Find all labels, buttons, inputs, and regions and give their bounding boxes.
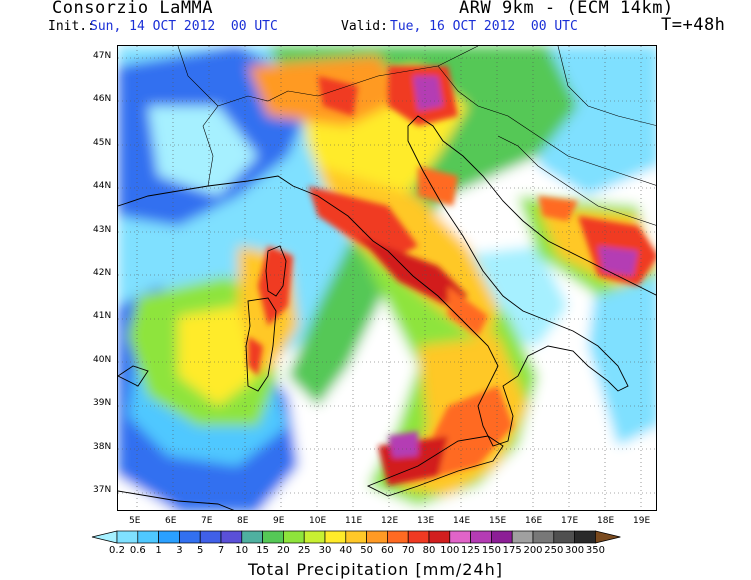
lon-label: 16E: [525, 516, 543, 526]
colorbar-level-label: 250: [544, 545, 564, 556]
lat-label: 47N: [93, 51, 112, 61]
colorbar-level-label: 100: [440, 545, 460, 556]
colorbar-level-label: 40: [339, 545, 353, 556]
colorbar-level-label: 15: [256, 545, 269, 556]
colorbar-level-label: 20: [277, 545, 290, 556]
valid-value: Tue, 16 OCT 2012 00 UTC: [390, 19, 578, 34]
precipitation-field: [118, 46, 656, 510]
colorbar-level-label: 7: [217, 545, 225, 556]
colorbar-level-label: 80: [422, 545, 436, 556]
colorbar-swatch: [220, 530, 243, 544]
model-title: ARW 9km - (ECM 14km): [459, 0, 674, 18]
colorbar: [91, 530, 621, 544]
lon-label: 19E: [633, 516, 651, 526]
colorbar-level-label: 0.6: [129, 545, 146, 556]
colorbar-level-label: 175: [502, 545, 522, 556]
colorbar-level-label: 50: [360, 545, 373, 556]
colorbar-swatch: [303, 530, 326, 544]
lat-label: 41N: [93, 311, 112, 322]
colorbar-swatch: [574, 530, 596, 544]
colorbar-level-label: 30: [318, 545, 332, 556]
lat-label: 38N: [93, 441, 112, 452]
colorbar-level-label: 0.2: [109, 545, 125, 556]
colorbar-swatch: [345, 530, 367, 544]
border-shape: [177, 46, 656, 226]
grid-lines: [118, 46, 656, 510]
lat-label: 42N: [93, 268, 112, 278]
colorbar-swatch: [532, 530, 555, 544]
init-label: Init.:: [48, 19, 95, 34]
colorbar-swatch: [324, 530, 347, 544]
colorbar-swatch: [553, 530, 575, 544]
colorbar-level-label: 350: [585, 545, 605, 556]
lat-label: 44N: [93, 181, 112, 192]
lon-label: 17E: [561, 516, 579, 526]
coastline-shape: [118, 115, 656, 510]
lat-label: 45N: [93, 137, 112, 148]
colorbar-swatch: [179, 530, 201, 544]
colorbar-swatch: [428, 530, 451, 544]
colorbar-level-label: 1: [155, 545, 162, 556]
colorbar-level-label: 125: [461, 545, 481, 556]
lon-label: 10E: [309, 516, 327, 526]
lead-time: T=+48h: [661, 15, 726, 35]
colorbar-swatch: [262, 530, 284, 544]
lat-label: 43N: [93, 224, 112, 235]
lon-label: 18E: [597, 516, 615, 526]
colorbar-level-label: 10: [235, 545, 249, 556]
colorbar-swatch: [366, 530, 388, 544]
lat-label: 40N: [93, 354, 112, 365]
colorbar-swatch: [449, 530, 471, 544]
colorbar-level-label: 70: [401, 545, 415, 556]
colorbar-swatch: [470, 530, 492, 544]
colorbar-level-label: 60: [381, 545, 394, 556]
lon-label: 5E: [129, 516, 141, 526]
colorbar-swatch: [387, 530, 409, 544]
colorbar-arrow-high: [595, 530, 621, 544]
colorbar-level-label: 3: [176, 545, 183, 556]
colorbar-swatch: [158, 530, 180, 544]
source-title: Consorzio LaMMA: [52, 0, 214, 18]
lon-label: 11E: [345, 516, 363, 526]
colorbar-level-label: 200: [523, 545, 543, 556]
lon-label: 12E: [381, 516, 399, 526]
lon-label: 14E: [453, 516, 471, 526]
precipitation-map[interactable]: [117, 45, 657, 511]
lon-label: 7E: [201, 516, 213, 526]
colorbar-level-label: 150: [481, 545, 501, 556]
lon-label: 15E: [489, 516, 507, 526]
colorbar-swatch: [407, 530, 430, 544]
lat-label: 37N: [93, 485, 112, 495]
colorbar-swatch: [491, 530, 513, 544]
colorbar-swatch: [137, 530, 159, 544]
colorbar-swatch: [116, 530, 139, 544]
colorbar-swatch: [199, 530, 222, 544]
colorbar-swatch: [511, 530, 534, 544]
colorbar-swatch: [241, 530, 263, 544]
lon-label: 13E: [417, 516, 435, 526]
valid-label: Valid:: [341, 19, 388, 34]
colorbar-swatch: [283, 530, 305, 544]
lat-label: 39N: [93, 398, 112, 409]
lon-label: 9E: [273, 516, 285, 526]
lat-label: 46N: [93, 94, 112, 105]
colorbar-arrow-low: [91, 530, 118, 544]
init-value: Sun, 14 OCT 2012 00 UTC: [90, 19, 278, 34]
colorbar-title: Total Precipitation [mm/24h]: [247, 560, 504, 579]
colorbar-level-label: 25: [297, 545, 311, 556]
colorbar-level-label: 5: [197, 545, 204, 556]
lon-label: 8E: [237, 516, 249, 526]
colorbar-level-label: 300: [565, 545, 585, 556]
lon-label: 6E: [165, 516, 177, 526]
